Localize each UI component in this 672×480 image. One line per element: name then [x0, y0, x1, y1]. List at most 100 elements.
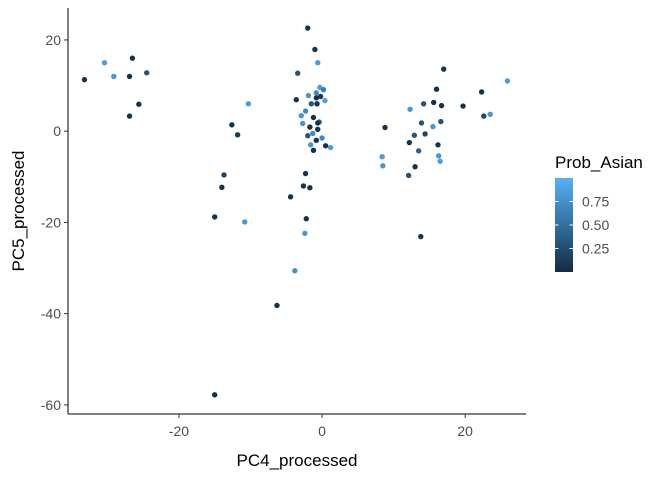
data-point — [478, 89, 485, 95]
data-point — [314, 101, 320, 107]
data-point — [435, 142, 441, 148]
data-point — [305, 92, 312, 99]
data-point — [310, 147, 317, 154]
data-point — [305, 133, 311, 139]
x-tick-label: -20 — [169, 423, 189, 439]
y-axis-title: PC5_processed — [9, 151, 28, 272]
data-point — [287, 194, 294, 200]
data-points — [81, 25, 511, 398]
data-point — [245, 101, 252, 107]
data-point — [418, 120, 425, 126]
data-point — [379, 154, 385, 160]
color-legend: Prob_Asian 0.25 0.50 0.75 — [555, 153, 643, 272]
data-point — [481, 113, 487, 119]
data-point — [422, 131, 428, 137]
data-point — [322, 97, 328, 104]
data-point — [412, 164, 418, 170]
data-point — [327, 144, 334, 151]
data-point — [313, 137, 320, 143]
data-point — [111, 73, 117, 80]
data-point — [317, 93, 324, 100]
data-point — [303, 216, 310, 222]
data-point — [310, 114, 317, 121]
legend-break-label: 0.50 — [582, 217, 609, 233]
data-point — [315, 126, 321, 133]
data-point — [437, 158, 443, 164]
data-point — [136, 101, 142, 107]
data-point — [313, 90, 320, 96]
data-point — [234, 132, 241, 138]
data-point — [310, 130, 316, 137]
data-point — [212, 392, 218, 398]
data-point — [418, 233, 424, 240]
data-point — [307, 185, 313, 191]
legend-colorbar — [555, 178, 573, 272]
data-point — [438, 102, 445, 109]
data-point — [430, 123, 436, 130]
x-tick-label: 0 — [318, 423, 326, 439]
data-point — [298, 112, 304, 119]
data-point — [292, 268, 298, 274]
data-point — [382, 124, 388, 131]
data-point — [319, 135, 325, 141]
data-point — [302, 108, 309, 114]
data-point — [504, 78, 511, 84]
data-point — [420, 101, 427, 107]
data-point — [219, 184, 225, 190]
data-point — [322, 143, 329, 149]
data-point — [415, 148, 422, 154]
data-point — [242, 219, 248, 225]
data-point — [411, 132, 418, 138]
data-point — [126, 113, 133, 119]
data-point — [460, 103, 466, 109]
data-point — [312, 46, 318, 53]
data-point — [435, 153, 442, 159]
data-point — [308, 101, 315, 107]
data-point — [274, 302, 280, 309]
data-point — [302, 230, 308, 237]
data-point — [320, 86, 327, 93]
data-point — [406, 139, 413, 146]
legend-break-label: 0.25 — [582, 241, 609, 257]
data-point — [229, 122, 235, 128]
data-point — [212, 214, 218, 220]
data-point — [126, 73, 133, 80]
data-point — [300, 120, 306, 127]
data-point — [441, 66, 447, 72]
data-point — [305, 25, 311, 31]
data-point — [101, 60, 108, 66]
x-tick-label: 20 — [457, 423, 473, 439]
x-ticks: -20 0 20 — [169, 414, 473, 439]
data-point — [81, 76, 88, 83]
data-point — [221, 172, 227, 178]
data-point — [300, 183, 307, 189]
y-tick-label: 0 — [53, 123, 61, 139]
data-point — [315, 120, 321, 126]
legend-break-label: 0.75 — [582, 194, 609, 210]
legend-title: Prob_Asian — [555, 153, 643, 172]
y-tick-label: -60 — [41, 397, 61, 413]
data-point — [430, 99, 437, 106]
data-point — [315, 60, 321, 66]
data-point — [405, 172, 412, 179]
axes — [67, 8, 526, 415]
data-point — [438, 118, 444, 125]
data-point — [487, 111, 493, 117]
data-point — [302, 170, 309, 177]
data-point — [307, 142, 314, 148]
data-point — [293, 96, 299, 103]
data-point — [313, 95, 320, 101]
data-point — [295, 70, 301, 76]
y-tick-label: 20 — [45, 32, 61, 48]
data-point — [380, 163, 386, 169]
data-point — [433, 86, 440, 92]
y-tick-label: -20 — [41, 214, 61, 230]
y-ticks: -60 -40 -20 0 20 — [41, 32, 68, 413]
y-tick-label: -40 — [41, 306, 61, 322]
x-axis-title: PC4_processed — [237, 451, 358, 470]
data-point — [129, 55, 136, 61]
data-point — [407, 106, 413, 112]
legend-breaks: 0.25 0.50 0.75 — [555, 194, 609, 257]
data-point — [144, 70, 150, 76]
